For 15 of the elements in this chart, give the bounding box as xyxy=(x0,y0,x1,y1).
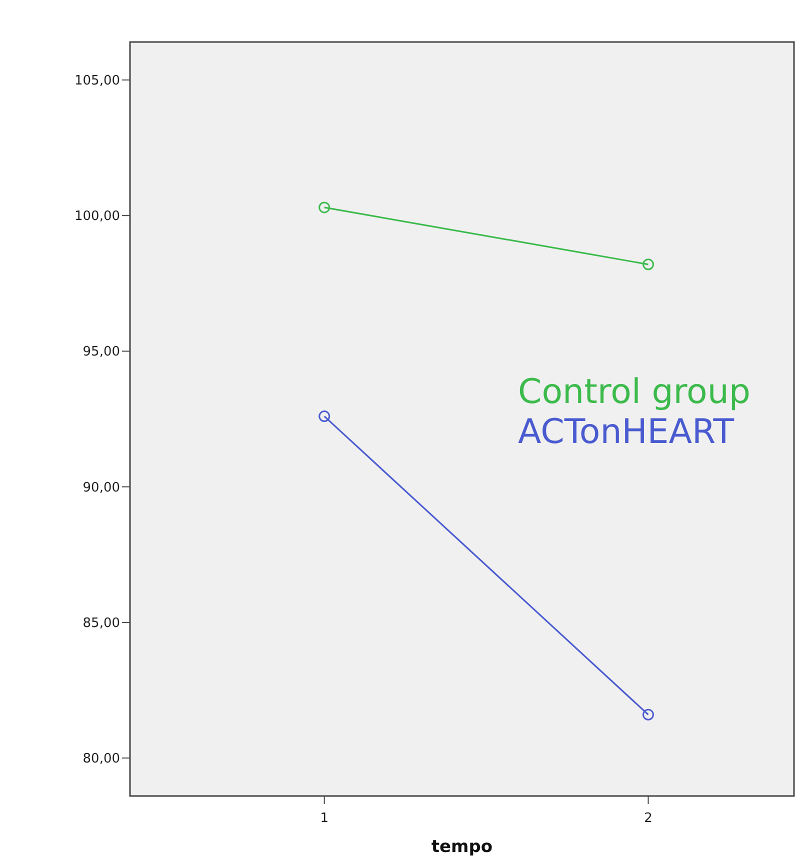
x-tick-label: 1 xyxy=(320,811,328,826)
y-tick-label: 100,00 xyxy=(74,209,120,224)
x-axis-title: tempo xyxy=(431,837,493,857)
point xyxy=(642,258,654,270)
point xyxy=(318,202,330,214)
text: Control group xyxy=(518,372,750,412)
x-tick-label: 2 xyxy=(644,811,652,826)
point xyxy=(318,410,330,422)
y-tick-label: 80,00 xyxy=(82,752,120,767)
y-tick-label: 85,00 xyxy=(82,616,120,631)
y-tick-label: 95,00 xyxy=(82,344,120,360)
text: ACTonHEART xyxy=(518,412,734,452)
y-tick-label: 105,00 xyxy=(74,74,120,89)
point xyxy=(642,708,654,720)
y-tick-label: 90,00 xyxy=(82,480,120,496)
